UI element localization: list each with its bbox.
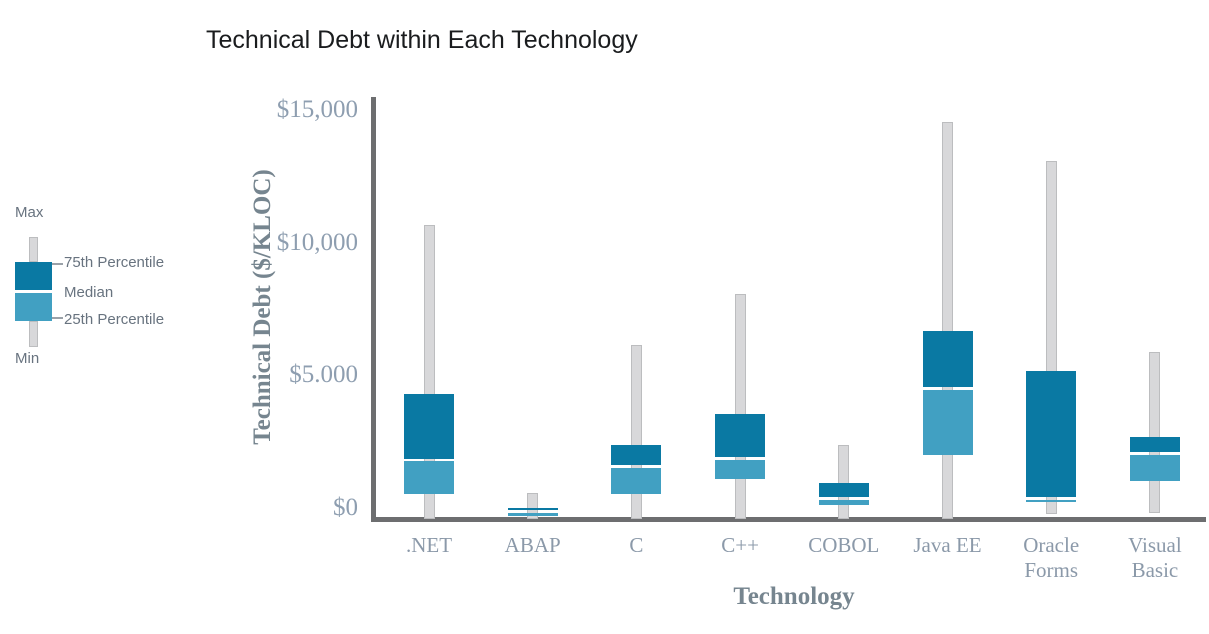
x-tick-label-line: Visual	[1128, 533, 1182, 557]
box-75th-to-median-abap	[507, 507, 558, 511]
y-tick-label: $10,000	[276, 228, 358, 256]
box-75th-to-median-c-	[715, 413, 766, 458]
legend-75th-percentile-swatch	[15, 262, 52, 290]
y-axis-title: Technical Debt ($/KLOC)	[249, 169, 276, 445]
x-tick-label-line: C++	[721, 533, 759, 557]
y-tick-label: $5.000	[289, 361, 358, 389]
x-tick-label-line: ABAP	[504, 533, 561, 557]
x-axis-line	[371, 517, 1206, 522]
x-tick-label-visual-basic: Visual Basic	[1095, 533, 1209, 583]
legend-median-label: Median	[64, 284, 114, 301]
box-median-to-25th--net	[404, 461, 454, 495]
x-tick-label-oracle-forms: Oracle Forms	[991, 533, 1111, 583]
box-median-to-25th-cobol	[818, 499, 869, 506]
box-75th-to-median-cobol	[818, 482, 869, 498]
x-tick-label-line: .NET	[405, 533, 453, 557]
legend-75th-tick-line	[52, 263, 63, 265]
whisker-bar-visual-basic	[1149, 352, 1161, 513]
x-tick-label-java-ee: Java EE	[888, 533, 1008, 558]
x-tick-label-c-: C++	[680, 533, 800, 558]
box-median-to-25th-abap	[507, 512, 558, 516]
box-median-to-25th-c-	[715, 459, 766, 479]
box-75th-to-median-c	[611, 445, 662, 466]
x-tick-label-c: C	[576, 533, 696, 558]
page-title: Technical Debt within Each Technology	[206, 26, 638, 54]
whisker-bar-java-ee	[942, 121, 953, 519]
x-tick-label-line: C	[629, 533, 644, 557]
box-median-to-25th-java-ee	[922, 389, 973, 455]
whisker-bar-abap	[527, 493, 539, 519]
whisker-bar-cobol	[838, 445, 850, 519]
x-tick-label-line: Oracle	[1023, 533, 1080, 557]
whisker-bar-oracle-forms	[1045, 161, 1057, 515]
legend-min-label: Min	[15, 350, 40, 367]
x-tick-label-cobol: COBOL	[784, 533, 904, 558]
legend-25th-percentile-swatch	[15, 293, 52, 321]
x-tick-label-line: COBOL	[808, 533, 880, 557]
x-tick-label-line: Forms	[1024, 558, 1079, 582]
whisker-bar-c	[630, 344, 642, 519]
box-75th-to-median-oracle-forms	[1026, 371, 1077, 498]
box-median-to-25th-visual-basic	[1129, 454, 1180, 482]
legend-whisker-bottom-bar	[29, 321, 38, 347]
legend-75th-percentile-label: 75th Percentile	[64, 254, 165, 271]
legend-25th-tick-line	[52, 317, 63, 319]
legend: Max Min 75th Percentile Median 25th Perc…	[15, 205, 225, 375]
legend-25th-percentile-label: 25th Percentile	[64, 311, 165, 328]
x-axis-title: Technology	[733, 583, 855, 610]
y-tick-label: $0	[333, 494, 358, 521]
x-tick-label-line: Java EE	[913, 533, 982, 557]
box-median-to-25th-oracle-forms	[1026, 499, 1077, 502]
legend-max-label: Max	[15, 204, 44, 221]
y-axis-line	[371, 97, 376, 522]
whisker-bar-c-	[734, 294, 746, 519]
whisker-bar--net	[423, 225, 435, 519]
legend-whisker-top-bar	[29, 237, 38, 262]
y-tick-label: $15,000	[276, 96, 358, 123]
box-75th-to-median-visual-basic	[1129, 437, 1180, 453]
x-tick-label-line: Basic	[1131, 558, 1179, 582]
box-median-to-25th-c	[611, 467, 662, 495]
x-tick-label-abap: ABAP	[473, 533, 593, 558]
box-75th-to-median-java-ee	[922, 331, 973, 388]
x-tick-label--net: .NET	[369, 533, 489, 558]
box-75th-to-median--net	[404, 393, 454, 459]
